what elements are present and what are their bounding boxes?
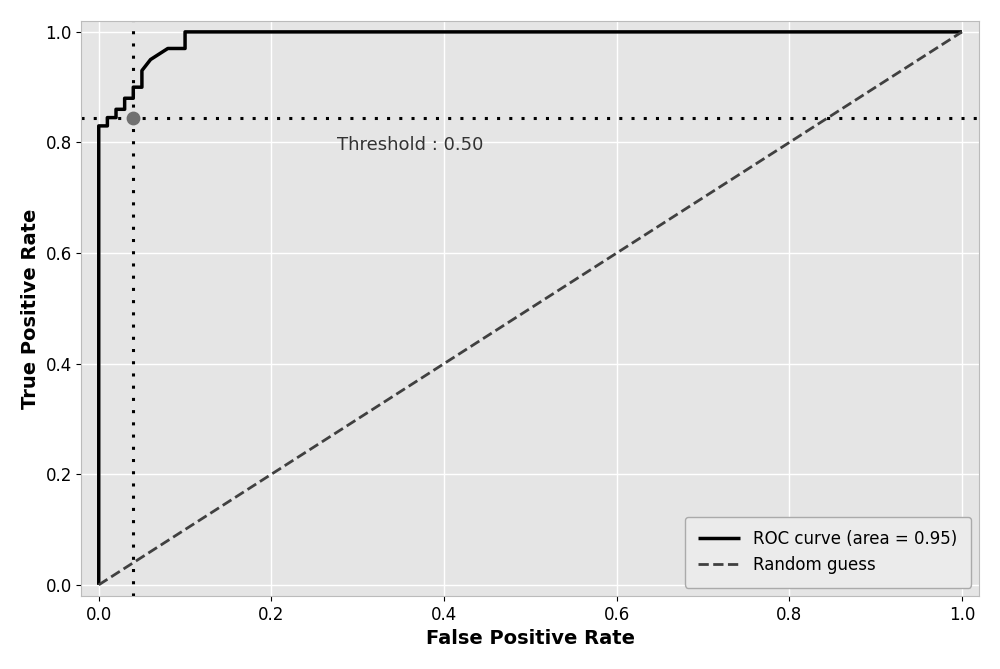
ROC curve (area = 0.95): [179, 44, 191, 52]
ROC curve (area = 0.95): [214, 28, 226, 36]
ROC curve (area = 0.95): [110, 105, 122, 113]
ROC curve (area = 0.95): [231, 28, 243, 36]
ROC curve (area = 0.95): [162, 44, 174, 52]
ROC curve (area = 0.95): [265, 28, 277, 36]
ROC curve (area = 0.95): [119, 105, 131, 113]
ROC curve (area = 0.95): [179, 28, 191, 36]
ROC curve (area = 0.95): [196, 28, 208, 36]
ROC curve (area = 0.95): [127, 83, 139, 91]
ROC curve (area = 0.95): [93, 122, 105, 130]
ROC curve (area = 0.95): [127, 94, 139, 102]
ROC curve (area = 0.95): [93, 266, 105, 274]
Text: Threshold : 0.50: Threshold : 0.50: [337, 136, 484, 154]
Point: [125, 112, 141, 123]
ROC curve (area = 0.95): [93, 581, 105, 589]
Legend: ROC curve (area = 0.95), Random guess: ROC curve (area = 0.95), Random guess: [685, 516, 971, 587]
ROC curve (area = 0.95): [956, 28, 968, 36]
ROC curve (area = 0.95): [101, 122, 113, 130]
ROC curve (area = 0.95): [119, 94, 131, 102]
Line: ROC curve (area = 0.95): ROC curve (area = 0.95): [99, 32, 962, 585]
X-axis label: False Positive Rate: False Positive Rate: [426, 629, 635, 648]
Y-axis label: True Positive Rate: True Positive Rate: [21, 208, 40, 409]
ROC curve (area = 0.95): [101, 114, 113, 122]
ROC curve (area = 0.95): [93, 382, 105, 390]
ROC curve (area = 0.95): [110, 114, 122, 122]
ROC curve (area = 0.95): [136, 83, 148, 91]
ROC curve (area = 0.95): [93, 188, 105, 196]
ROC curve (area = 0.95): [93, 277, 105, 285]
ROC curve (area = 0.95): [136, 67, 148, 75]
ROC curve (area = 0.95): [145, 56, 157, 64]
